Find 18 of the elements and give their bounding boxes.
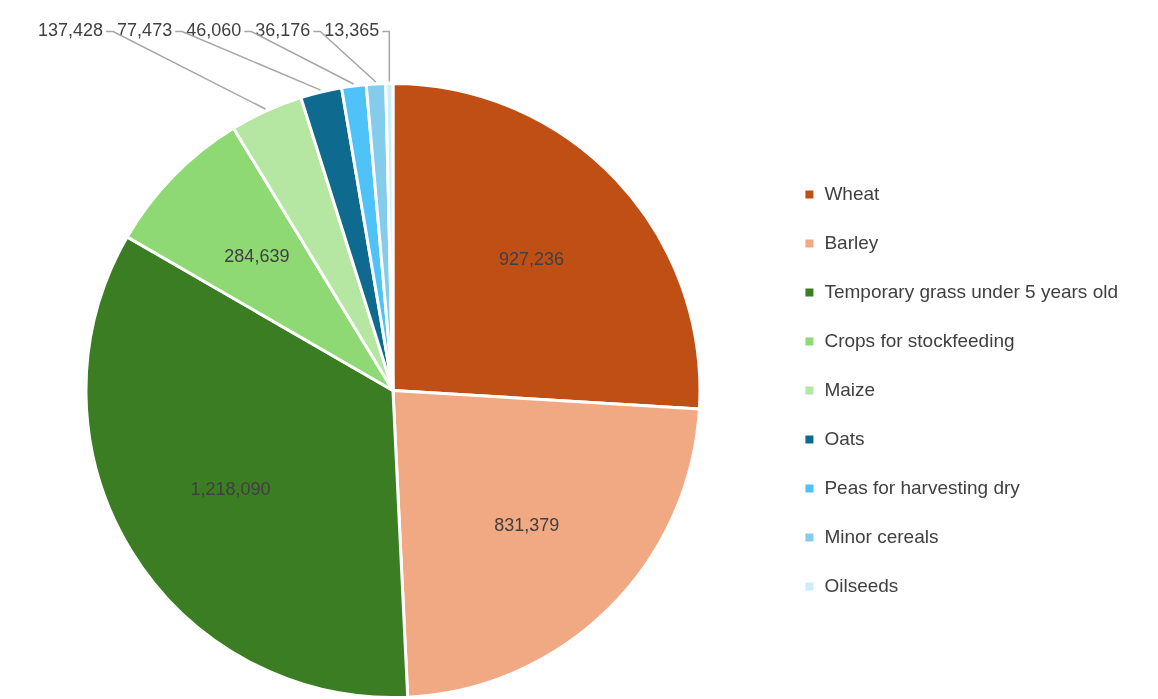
legend-label: Peas for harvesting dry [824,476,1021,498]
data-label: 1,218,090 [190,478,271,499]
data-label: 13,365 [324,20,380,41]
data-label: 137,428 [38,20,104,41]
data-label: 77,473 [117,20,173,41]
legend-label: Crops for stockfeeding [824,329,1015,351]
legend-label: Oats [824,427,865,449]
data-label: 284,639 [224,246,290,267]
legend-label: Temporary grass under 5 years old [824,280,1119,302]
legend-label: Maize [824,378,876,400]
data-label: 927,236 [499,249,565,269]
legend-label: Oilseeds [824,574,899,596]
legend-label: Barley [824,231,879,253]
data-label: 831,379 [494,514,560,535]
data-label: 46,060 [186,20,242,41]
data-label: 36,176 [255,20,311,41]
legend-label: Wheat [824,182,881,204]
legend-label: Minor cereals [824,525,939,547]
